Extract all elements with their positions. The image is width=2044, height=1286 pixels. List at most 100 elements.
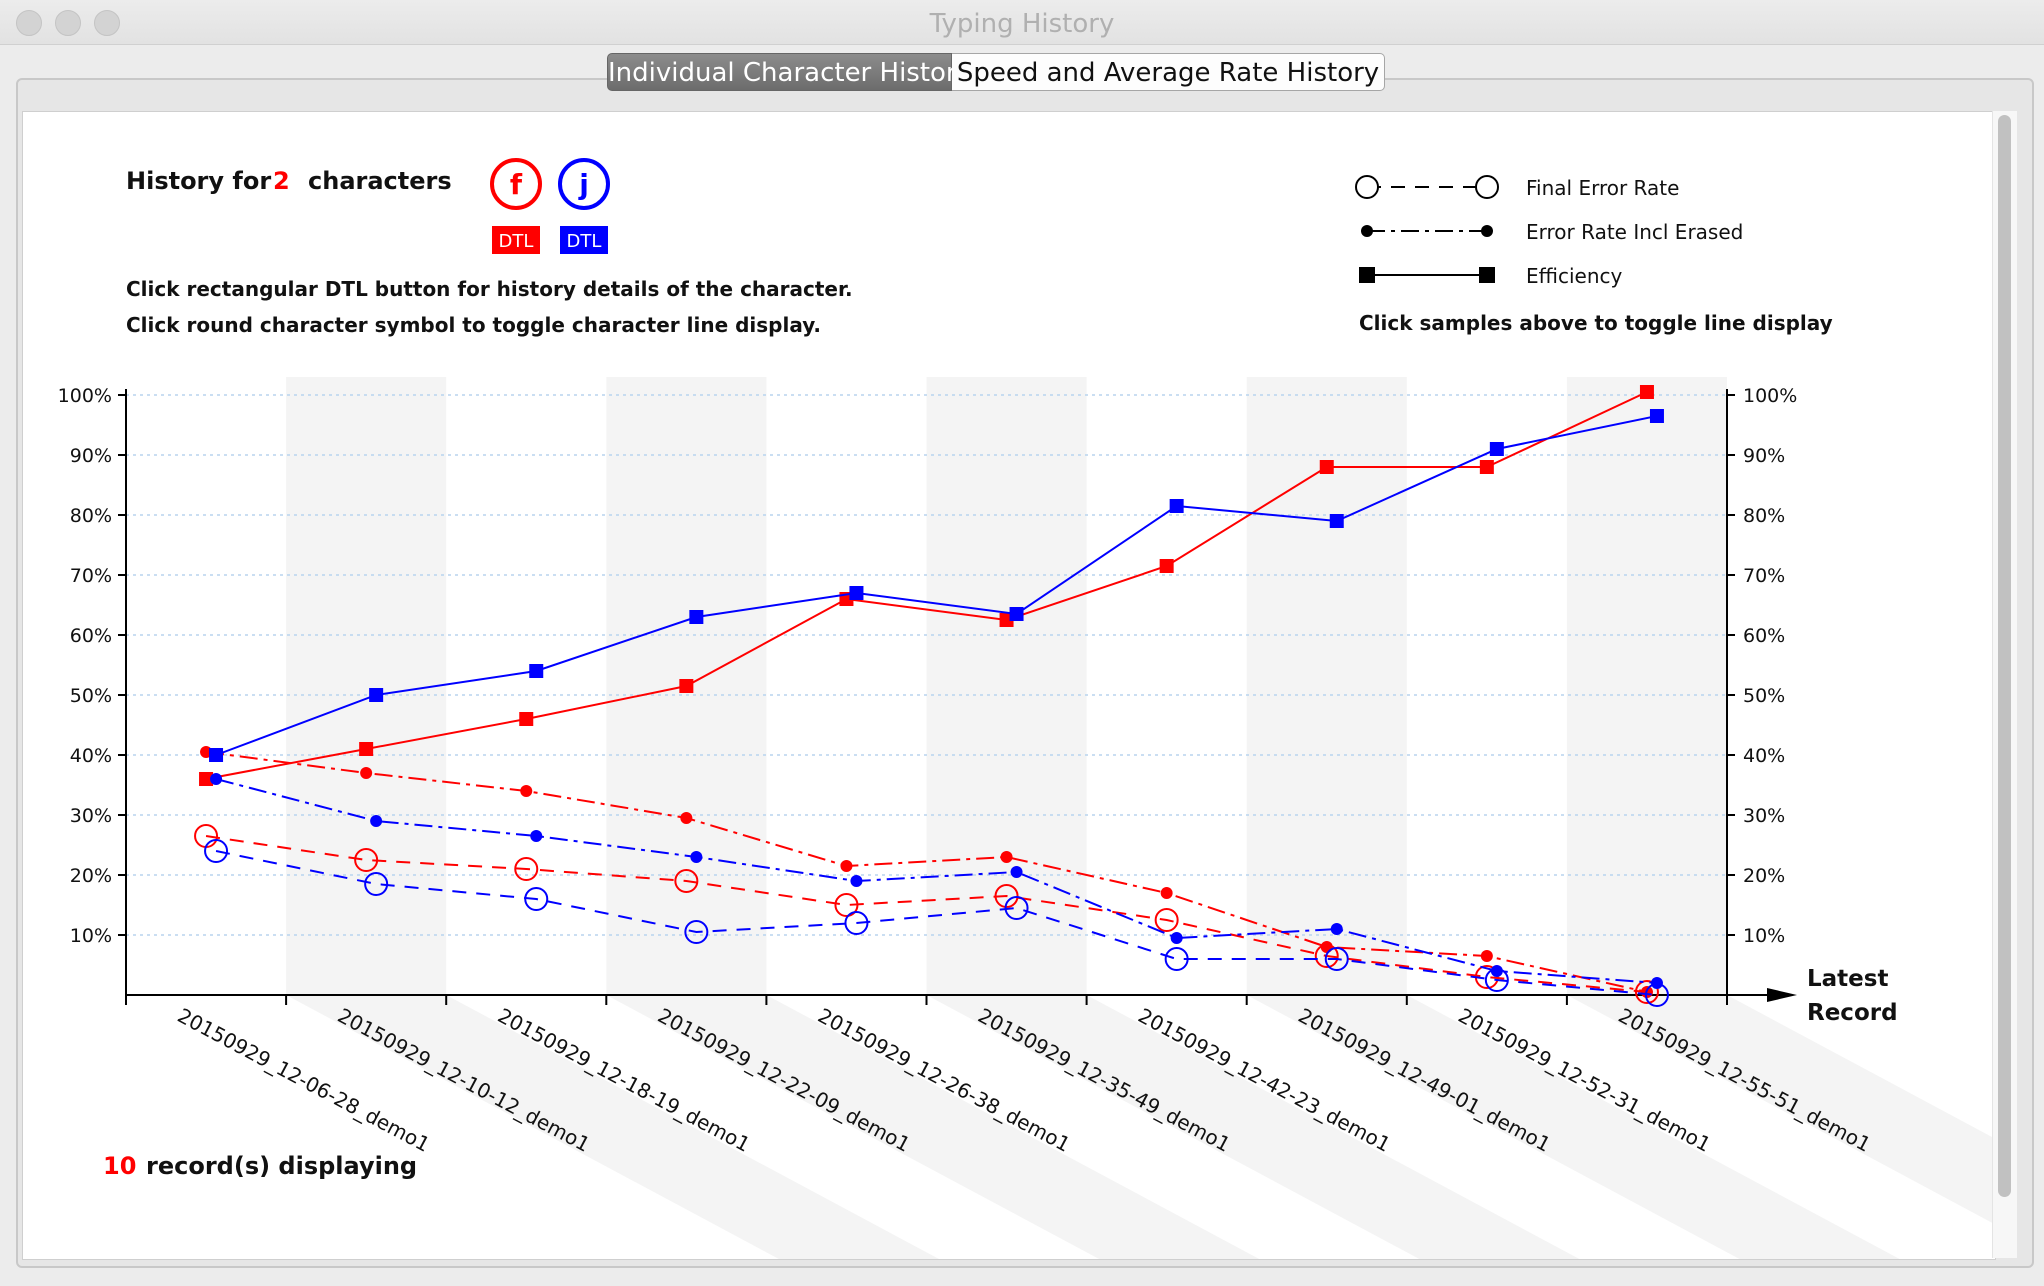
chart-content-panel: 10% 10% 20% 20% 30% 30% 40% 40% 50% 50% 60% 60% 70% 7… (22, 111, 1996, 1260)
label-band (926, 995, 1580, 1259)
dot-marker (850, 875, 863, 887)
scrollbar-thumb[interactable] (1998, 115, 2011, 1197)
dtl-button-f-label: DTL (499, 231, 534, 252)
square-marker (529, 664, 544, 678)
y-tick-label-right: 100% (1743, 385, 1797, 407)
legend-dot-marker[interactable] (1481, 225, 1493, 237)
square-marker (1329, 514, 1344, 528)
char-toggle-f[interactable]: f (490, 158, 542, 210)
dot-marker (840, 860, 853, 872)
history-chart: 10% 10% 20% 20% 30% 30% 40% 40% 50% 50% 60% 60% 70% 7… (58, 158, 1995, 1259)
series-j-efficiency (209, 409, 1664, 762)
x-axis-end-label-line2: Record (1807, 1000, 1898, 1026)
y-tick-label-left: 30% (70, 805, 112, 827)
dot-marker (520, 785, 533, 797)
legend-open-circle-marker[interactable] (1355, 175, 1379, 199)
legend-efficiency[interactable]: Efficiency (1359, 264, 1623, 288)
open-circle-marker (354, 848, 379, 872)
square-marker (209, 748, 224, 762)
legend-final-error-rate[interactable]: Final Error Rate (1355, 175, 1679, 200)
history-for-label: History for (126, 167, 271, 195)
dtl-button-j[interactable]: DTL (560, 226, 608, 254)
series-f-efficiency (199, 385, 1654, 786)
square-marker (199, 772, 214, 786)
tab-bar: Individual Character History Speed and A… (607, 53, 1385, 91)
open-circle-marker (834, 893, 859, 917)
char-toggle-j[interactable]: j (558, 158, 610, 210)
dot-marker (1160, 887, 1173, 899)
square-marker (369, 688, 384, 702)
dot-marker (1320, 941, 1333, 953)
y-tick-label-left: 10% (70, 925, 112, 947)
open-circle-marker (674, 869, 699, 893)
y-tick-label-right: 10% (1743, 925, 1785, 947)
title-bar: Typing History (0, 0, 2044, 45)
y-tick-label-left: 20% (70, 865, 112, 887)
legend-label-error-rate-incl-erased: Error Rate Incl Erased (1526, 220, 1743, 244)
square-marker (1009, 607, 1024, 621)
char-symbol-f: f (510, 168, 523, 201)
dot-marker (680, 812, 693, 824)
char-circle-j[interactable] (558, 158, 610, 210)
square-marker (1159, 559, 1174, 573)
x-axis-end-label-line1: Latest (1807, 966, 1888, 992)
dot-marker (370, 815, 383, 827)
open-circle-marker (684, 920, 709, 944)
legend-open-circle-marker[interactable] (1475, 175, 1499, 199)
open-circle-marker (1324, 947, 1349, 971)
dot-marker (690, 851, 703, 863)
dtl-button-j-bg[interactable] (560, 226, 608, 254)
dot-marker (1010, 866, 1023, 878)
dtl-button-f[interactable]: DTL (492, 226, 540, 254)
record-count-label: record(s) displaying (146, 1152, 417, 1180)
minimize-window-icon[interactable] (55, 10, 81, 36)
close-window-icon[interactable] (16, 10, 42, 36)
y-tick-label-right: 80% (1743, 505, 1785, 527)
y-tick-label-right: 50% (1743, 685, 1785, 707)
dot-marker (1170, 932, 1183, 944)
y-tick-label-right: 40% (1743, 745, 1785, 767)
label-band (1566, 995, 1995, 1225)
open-circle-marker (1314, 944, 1339, 968)
x-axis-arrow-icon (1767, 988, 1797, 1002)
y-tick-label-right: 20% (1743, 865, 1785, 887)
tab-individual-character-history[interactable]: Individual Character History (607, 53, 972, 91)
char-symbol-j: j (578, 168, 589, 201)
open-circle-marker (514, 857, 539, 881)
dot-marker (1000, 851, 1013, 863)
gridlines (126, 394, 1727, 936)
legend-dot-marker[interactable] (1361, 225, 1373, 237)
open-circle-marker (1164, 947, 1189, 971)
legend-square-marker[interactable] (1359, 267, 1375, 283)
legend-hint: Click samples above to toggle line displ… (1359, 311, 1833, 335)
series-lines (194, 385, 1669, 1007)
char-circle-f[interactable] (490, 158, 542, 210)
tab-speed-and-average-rate-history[interactable]: Speed and Average Rate History (952, 53, 1385, 91)
dot-marker (210, 773, 223, 785)
open-circle-marker (524, 887, 549, 911)
legend-label-efficiency: Efficiency (1526, 264, 1623, 288)
open-circle-marker (204, 839, 229, 863)
legend-square-marker[interactable] (1479, 267, 1495, 283)
characters-label: characters (308, 167, 452, 195)
zoom-window-icon[interactable] (94, 10, 120, 36)
axes (118, 389, 1797, 1005)
square-marker (1639, 385, 1654, 399)
dtl-button-f-bg[interactable] (492, 226, 540, 254)
column-band (926, 377, 1087, 995)
instruction-dtl: Click rectangular DTL button for history… (126, 277, 853, 301)
square-marker (849, 586, 864, 600)
label-band (606, 995, 1260, 1259)
label-band (286, 995, 940, 1259)
column-band (1566, 377, 1727, 995)
y-tick-label-right: 60% (1743, 625, 1785, 647)
open-circle-marker (1644, 983, 1669, 1007)
square-marker (689, 610, 704, 624)
record-count: 10 (103, 1152, 136, 1180)
series-j-final-error-rate (204, 839, 1669, 1007)
legend-label-final-error-rate: Final Error Rate (1526, 176, 1679, 200)
dot-marker (1330, 923, 1343, 935)
dot-marker (1480, 950, 1493, 962)
legend-error-rate-incl-erased[interactable]: Error Rate Incl Erased (1361, 220, 1743, 244)
square-marker (1489, 442, 1504, 456)
